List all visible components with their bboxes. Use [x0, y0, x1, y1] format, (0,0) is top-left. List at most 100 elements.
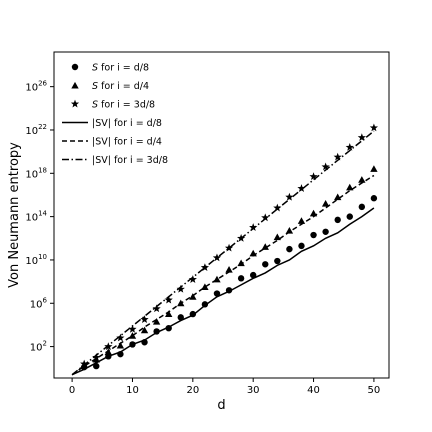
marker-s1-p7 — [153, 328, 160, 335]
x-tick-label: 50 — [368, 385, 381, 396]
marker-s1-p4 — [117, 350, 124, 358]
marker-s1-p5 — [129, 341, 136, 348]
legend-label-3: S for i = 3d/8 — [92, 100, 155, 111]
marker-s1-p16 — [262, 261, 269, 268]
marker-s3-p1 — [80, 359, 89, 368]
marker-s1-p11 — [201, 301, 209, 308]
marker-s2-p10 — [189, 293, 197, 300]
marker-s1-p22 — [334, 216, 341, 224]
marker-s1-p13 — [225, 287, 233, 294]
marker-s1-p9 — [177, 314, 184, 321]
marker-s1-p24 — [358, 203, 366, 211]
y-axis-ticks: 102 106 1010 1014 1018 1022 1026 — [25, 80, 54, 354]
marker-s2-p13 — [225, 266, 233, 273]
marker-s2-p16 — [261, 243, 269, 250]
marker-s2-p23 — [346, 183, 354, 191]
marker-s1-p12 — [213, 290, 221, 297]
marker-s2-p21 — [321, 199, 330, 207]
legend-label-6: |SV| for i = 3d/8 — [92, 155, 168, 166]
marker-s3-p7 — [152, 304, 161, 313]
marker-s3-p11 — [200, 263, 210, 272]
marker-s1-p6 — [141, 339, 148, 346]
series-line-1 — [71, 207, 375, 376]
x-axis-label: d — [217, 398, 225, 413]
marker-s2-p7 — [152, 318, 161, 325]
marker-s3-p15 — [249, 223, 258, 231]
marker-s3-p5 — [128, 324, 137, 333]
marker-s2-p12 — [213, 275, 221, 283]
marker-s1-p23 — [346, 213, 353, 220]
marker-s3-p8 — [164, 295, 173, 304]
marker-s2-p11 — [201, 283, 209, 290]
marker-s3-p25 — [369, 123, 379, 132]
marker-s2-p20 — [309, 209, 318, 217]
marker-s2-p4 — [116, 341, 125, 349]
marker-s2-p9 — [177, 299, 185, 307]
marker-s3-p20 — [309, 172, 318, 181]
marker-s3-p16 — [261, 213, 270, 222]
marker-s2-p5 — [128, 332, 137, 339]
marker-s2-p25 — [370, 165, 378, 172]
plot-frame — [53, 51, 390, 379]
marker-s1-p14 — [237, 275, 245, 282]
marker-s2-p3 — [104, 348, 113, 355]
y-axis-label: Von Neumann entropy — [7, 142, 22, 288]
y-tick-label: 102 — [30, 340, 47, 354]
x-tick-label: 30 — [247, 385, 260, 396]
marker-s1-p10 — [189, 310, 197, 318]
marker-s3-p6 — [140, 315, 149, 324]
marker-s3-p3 — [104, 342, 113, 351]
series-line-2 — [71, 174, 375, 376]
marker-s1-p21 — [322, 228, 329, 235]
marker-s3-p21 — [321, 162, 330, 171]
marker-s2-p18 — [285, 227, 294, 234]
marker-s1-p19 — [298, 242, 305, 250]
marker-s2-p15 — [249, 249, 257, 257]
marker-s1-p25 — [370, 195, 378, 202]
marker-s2-p22 — [334, 193, 342, 201]
x-tick-label: 10 — [126, 385, 139, 396]
marker-s3-p24 — [357, 133, 366, 142]
y-tick-label: 1026 — [25, 80, 47, 94]
legend: S for i = d/8 S for i = d/4 S for i = 3d/8… — [62, 63, 168, 166]
y-tick-label: 106 — [30, 296, 48, 310]
y-tick-label: 1022 — [25, 123, 47, 137]
marker-s2-p6 — [140, 326, 149, 334]
legend-handle-3 — [70, 99, 80, 108]
legend-label-1: S for i = d/8 — [92, 63, 149, 74]
series-markers — [80, 123, 379, 371]
marker-s1-p8 — [165, 324, 172, 332]
marker-s3-p19 — [297, 184, 306, 192]
series-lines — [71, 130, 375, 376]
marker-s3-p2 — [92, 353, 101, 361]
marker-s3-p14 — [237, 233, 246, 242]
marker-s2-p24 — [358, 176, 366, 183]
marker-s2-p17 — [273, 233, 282, 241]
legend-label-5: |SV| for i = d/4 — [92, 137, 162, 148]
legend-handle-2 — [71, 81, 79, 89]
x-tick-label: 40 — [307, 385, 320, 396]
marker-s1-p18 — [286, 245, 293, 253]
x-tick-label: 20 — [186, 385, 199, 396]
marker-s2-p14 — [237, 259, 245, 267]
marker-s3-p17 — [273, 203, 282, 212]
y-tick-label: 1014 — [25, 210, 47, 224]
marker-s3-p13 — [224, 243, 234, 252]
marker-s3-p23 — [345, 142, 354, 151]
marker-s1-p2 — [93, 362, 100, 370]
marker-s3-p9 — [176, 284, 185, 293]
x-axis-ticks: 0 10 20 30 40 50 — [69, 378, 380, 396]
marker-s2-p19 — [297, 217, 306, 224]
marker-s3-p22 — [333, 152, 342, 161]
marker-s3-p12 — [212, 253, 222, 262]
marker-s3-p10 — [188, 275, 197, 283]
series-line-3 — [71, 130, 375, 376]
y-tick-label: 1018 — [25, 166, 47, 180]
marker-s3-p4 — [116, 333, 125, 342]
legend-handle-1 — [71, 63, 79, 71]
legend-label-4: |SV| for i = d/8 — [92, 118, 162, 129]
marker-s1-p20 — [310, 231, 317, 239]
marker-s3-p18 — [285, 192, 294, 201]
